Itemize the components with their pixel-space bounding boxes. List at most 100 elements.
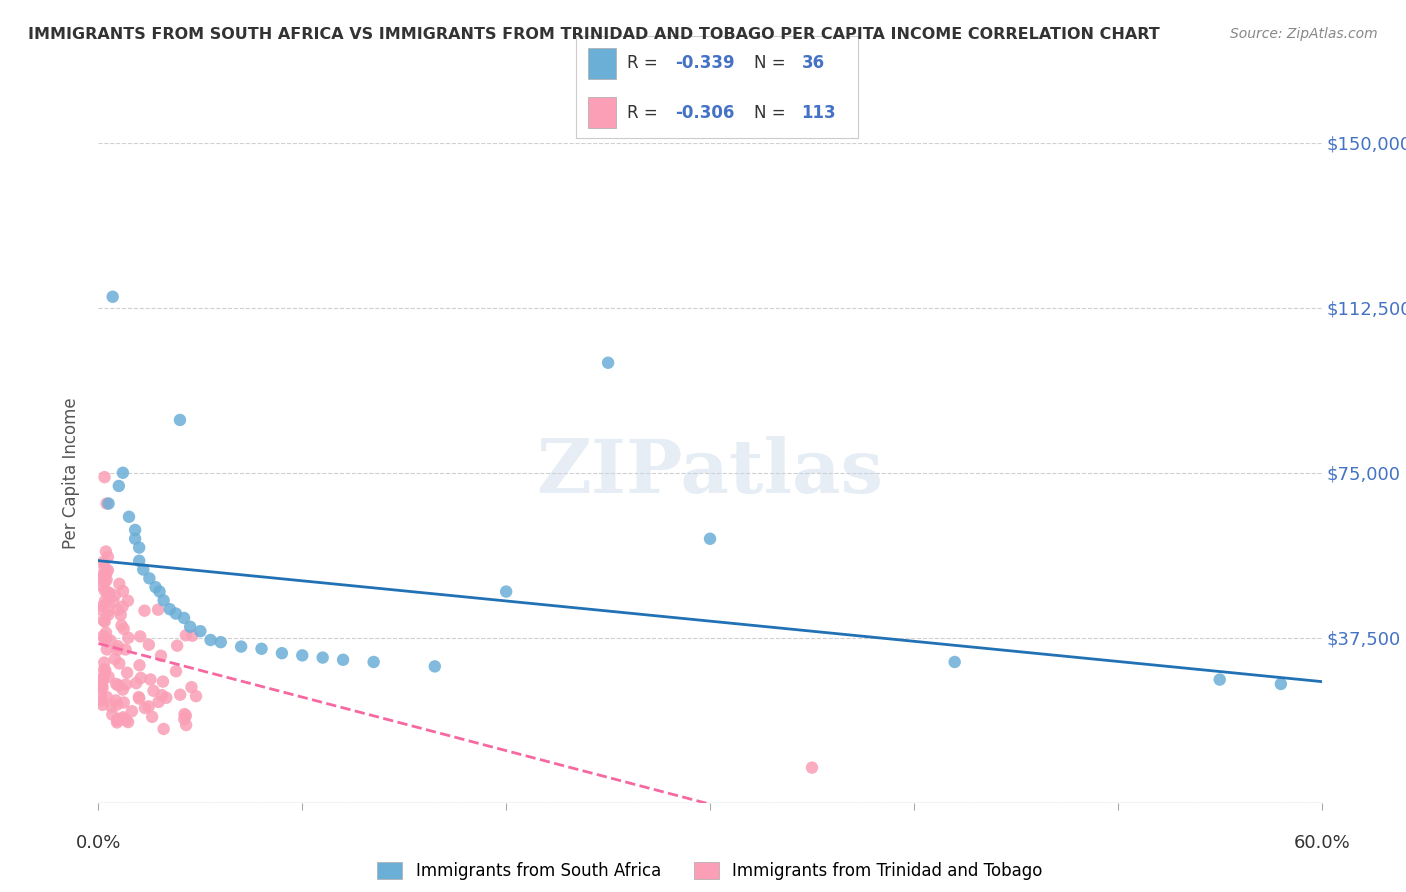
Point bbox=[91, 679, 114, 693]
Point bbox=[312, 650, 335, 665]
Point bbox=[90, 603, 112, 617]
Point bbox=[150, 688, 173, 702]
FancyBboxPatch shape bbox=[588, 97, 616, 128]
Point bbox=[117, 631, 139, 645]
Point bbox=[132, 563, 155, 577]
Point bbox=[112, 584, 135, 599]
Point bbox=[129, 671, 152, 685]
Text: N =: N = bbox=[754, 103, 790, 121]
Point bbox=[152, 722, 174, 736]
Point bbox=[101, 290, 124, 304]
Point bbox=[699, 532, 721, 546]
Point bbox=[134, 701, 156, 715]
Point bbox=[96, 565, 118, 579]
Point bbox=[105, 677, 128, 691]
Point bbox=[128, 554, 150, 568]
Point bbox=[181, 629, 204, 643]
Point bbox=[179, 620, 201, 634]
Point bbox=[139, 673, 162, 687]
Point bbox=[291, 648, 314, 663]
Point bbox=[117, 715, 139, 730]
Point bbox=[174, 628, 197, 642]
Point bbox=[105, 714, 128, 728]
Point bbox=[173, 712, 195, 726]
Point bbox=[107, 712, 129, 726]
Text: 0.0%: 0.0% bbox=[76, 834, 121, 852]
Point bbox=[184, 689, 207, 703]
Point bbox=[97, 604, 120, 618]
Point bbox=[149, 648, 172, 663]
Point bbox=[96, 585, 118, 599]
Point bbox=[94, 575, 117, 590]
Text: IMMIGRANTS FROM SOUTH AFRICA VS IMMIGRANTS FROM TRINIDAD AND TOBAGO PER CAPITA I: IMMIGRANTS FROM SOUTH AFRICA VS IMMIGRAN… bbox=[28, 27, 1160, 42]
Point bbox=[104, 588, 127, 602]
Point bbox=[173, 707, 195, 722]
Point bbox=[115, 713, 138, 727]
Point bbox=[1270, 677, 1292, 691]
Point bbox=[270, 646, 294, 660]
Point bbox=[91, 673, 114, 687]
Point bbox=[91, 571, 114, 585]
Text: 113: 113 bbox=[801, 103, 837, 121]
Point bbox=[101, 707, 124, 722]
Point bbox=[108, 479, 131, 493]
Point bbox=[94, 625, 117, 640]
Text: 36: 36 bbox=[801, 54, 824, 72]
Point bbox=[943, 655, 966, 669]
Point bbox=[141, 710, 163, 724]
Point bbox=[93, 663, 115, 677]
Point bbox=[174, 708, 197, 723]
Text: 60.0%: 60.0% bbox=[1294, 834, 1350, 852]
Point bbox=[97, 549, 120, 564]
Point bbox=[146, 603, 169, 617]
Point bbox=[148, 695, 170, 709]
Point bbox=[128, 658, 150, 673]
Point bbox=[111, 712, 134, 726]
Point bbox=[94, 583, 117, 598]
Point bbox=[801, 761, 824, 775]
Point bbox=[90, 678, 112, 692]
Point bbox=[107, 603, 129, 617]
Point bbox=[188, 624, 212, 639]
Point bbox=[91, 672, 114, 686]
Point bbox=[93, 613, 115, 627]
Point bbox=[97, 563, 120, 577]
Point bbox=[97, 497, 120, 511]
Point bbox=[138, 571, 160, 585]
Point bbox=[138, 638, 160, 652]
Point bbox=[108, 577, 131, 591]
Point bbox=[138, 699, 160, 714]
Point bbox=[103, 594, 125, 608]
Point bbox=[159, 602, 181, 616]
Point bbox=[107, 678, 129, 692]
Text: N =: N = bbox=[754, 54, 790, 72]
Point bbox=[149, 584, 172, 599]
Point bbox=[93, 570, 115, 584]
Point bbox=[495, 584, 517, 599]
Point bbox=[332, 653, 354, 667]
FancyBboxPatch shape bbox=[588, 48, 616, 78]
Point bbox=[91, 698, 114, 712]
Point bbox=[128, 541, 150, 555]
Point bbox=[97, 670, 120, 684]
Point bbox=[93, 555, 115, 569]
Point bbox=[115, 665, 138, 680]
Point bbox=[108, 657, 131, 671]
Point bbox=[152, 593, 174, 607]
Point bbox=[111, 682, 134, 697]
Text: R =: R = bbox=[627, 103, 664, 121]
Point bbox=[93, 629, 115, 643]
Point bbox=[169, 413, 191, 427]
Point bbox=[105, 698, 128, 712]
Point bbox=[112, 696, 135, 710]
Point bbox=[152, 674, 174, 689]
Text: ZIPatlas: ZIPatlas bbox=[537, 436, 883, 509]
Point bbox=[112, 710, 135, 724]
Point bbox=[111, 599, 134, 614]
Point bbox=[142, 683, 165, 698]
Point bbox=[98, 586, 121, 600]
Point bbox=[90, 578, 112, 592]
Point bbox=[145, 580, 167, 594]
Point bbox=[93, 656, 115, 670]
Point bbox=[110, 607, 132, 622]
